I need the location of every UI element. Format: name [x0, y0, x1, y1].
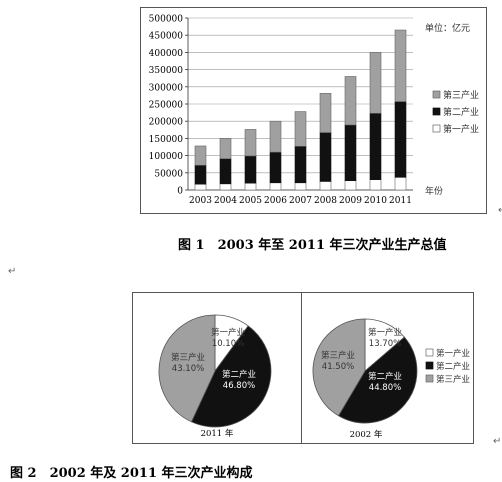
pie-slice: [158, 314, 216, 423]
y-tick-label: 300000: [149, 83, 184, 93]
bar-segment: [244, 155, 257, 184]
x-tick-label: 2004: [214, 196, 237, 206]
bar-segment: [344, 124, 357, 182]
legend-swatch: [425, 374, 434, 383]
y-tick-label: 100000: [149, 152, 184, 162]
x-tick-label: 2008: [314, 196, 337, 206]
bar-segment: [219, 183, 232, 191]
slice-label: 第二产业: [222, 369, 256, 380]
slice-label: 第三产业: [321, 350, 355, 361]
slice-value-label: 46.80%: [223, 381, 255, 391]
bar-segment: [394, 29, 407, 102]
legend-swatch: [425, 348, 434, 357]
bar-segment: [294, 111, 307, 147]
bar-segment: [194, 164, 207, 185]
legend-label: 第二产业: [443, 106, 479, 118]
bar-segment: [319, 132, 332, 182]
legend-label: 第一产业: [436, 348, 470, 359]
bar-segment: [319, 93, 332, 133]
x-axis-label: 年份: [425, 185, 443, 197]
bar-segment: [269, 151, 282, 184]
bar-segment: [369, 112, 382, 180]
bar-segment: [344, 180, 357, 191]
slice-label: 第三产业: [171, 352, 205, 363]
bar-segment: [269, 120, 282, 153]
paragraph-mark: ↵: [493, 436, 502, 447]
legend-swatch: [432, 90, 441, 99]
x-tick-label: 2006: [264, 196, 287, 206]
x-tick-label: 2003: [189, 196, 212, 206]
y-tick-label: 500000: [149, 15, 184, 25]
figure-2-caption: 图 2 2002 年及 2011 年三次产业构成: [10, 466, 253, 481]
legend-swatch: [432, 124, 441, 133]
pie-slice: [337, 336, 418, 424]
pie-year-label: 2002 年: [350, 429, 383, 440]
bar-segment: [394, 101, 407, 178]
bar-segment: [244, 182, 257, 191]
slice-value-label: 44.80%: [369, 383, 401, 393]
unit-label: 单位：亿元: [425, 22, 470, 34]
x-tick-label: 2009: [339, 196, 362, 206]
bar-segment: [394, 176, 407, 191]
slice-label: 第一产业: [211, 327, 245, 338]
slice-label: 第二产业: [368, 371, 402, 382]
bar-segment: [294, 146, 307, 184]
pie-year-label: 2011 年: [201, 428, 234, 439]
y-tick-label: 0: [177, 187, 183, 197]
bar-segment: [194, 183, 207, 191]
paragraph-mark: ↵: [498, 205, 502, 216]
y-tick-label: 250000: [149, 101, 184, 111]
bar-segment: [369, 179, 382, 191]
legend-label: 第三产业: [436, 374, 470, 385]
pie-slice: [190, 325, 272, 428]
y-tick-label: 150000: [149, 135, 184, 145]
x-tick-label: 2007: [289, 196, 312, 206]
bar-segment: [269, 182, 282, 191]
bar-segment: [344, 76, 357, 126]
figure-1-caption: 图 1 2003 年至 2011 年三次产业生产总值: [178, 238, 447, 253]
y-tick-label: 200000: [149, 118, 184, 128]
paragraph-mark: ↵: [8, 266, 17, 277]
bar-segment: [294, 182, 307, 191]
legend-label: 第一产业: [443, 123, 479, 135]
y-tick-label: 450000: [149, 32, 184, 42]
bar-segment: [319, 181, 332, 191]
pie-chart-divider: [301, 292, 302, 443]
slice-value-label: 13.70%: [369, 339, 401, 349]
slice-value-label: 41.50%: [322, 362, 354, 372]
bar-segment: [369, 52, 382, 114]
x-tick-label: 2005: [239, 196, 262, 206]
y-tick-label: 400000: [149, 49, 184, 59]
y-tick-label: 350000: [149, 66, 184, 76]
bar-segment: [194, 145, 207, 166]
pie-slice: [312, 318, 366, 417]
slice-label: 第一产业: [368, 327, 402, 338]
legend-label: 第三产业: [443, 89, 479, 101]
legend-label: 第二产业: [436, 361, 470, 372]
legend-swatch: [425, 361, 434, 370]
x-tick-label: 2011: [389, 196, 412, 206]
bar-segment: [244, 129, 257, 157]
bar-segment: [219, 138, 232, 159]
y-tick-label: 50000: [154, 169, 183, 179]
slice-value-label: 43.10%: [172, 364, 204, 374]
slice-value-label: 10.10%: [212, 339, 244, 349]
bar-segment: [219, 158, 232, 185]
legend-swatch: [432, 107, 441, 116]
x-tick-label: 2010: [364, 196, 387, 206]
